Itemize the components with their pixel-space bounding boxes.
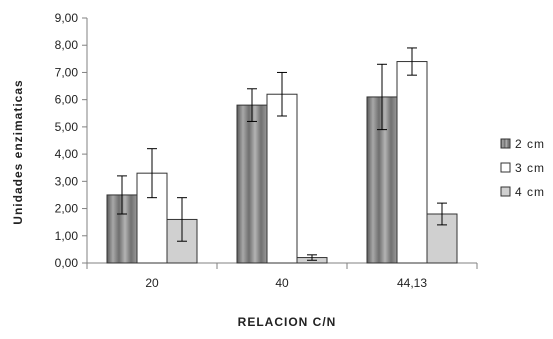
legend-label: 3 cm [515, 161, 545, 175]
legend-swatch [500, 186, 511, 197]
bar [236, 104, 268, 264]
y-tick-label: 4,00 [55, 147, 79, 161]
y-tick-label: 2,00 [55, 202, 79, 216]
x-tick-label: 20 [145, 276, 159, 290]
legend-label: 4 cm [515, 185, 545, 199]
y-tick-label: 8,00 [55, 38, 79, 52]
x-axis-title: RELACION C/N [238, 315, 337, 329]
bar [396, 61, 428, 264]
y-tick-label: 0,00 [55, 256, 79, 270]
plot-area: 0,00 1,00 2,00 3,00 4,00 5,00 6,00 7,00 8,00 9,00… [55, 11, 478, 290]
y-tick-label: 7,00 [55, 65, 79, 79]
y-tick-label: 6,00 [55, 93, 79, 107]
legend-label: 2 cm [515, 137, 545, 151]
y-axis-title: Unidades enzimaticas [11, 79, 25, 224]
y-tick-label: 3,00 [55, 174, 79, 188]
legend-swatch [500, 162, 511, 173]
bar [266, 93, 298, 264]
legend: 2 cm 3 cm 4 cm [500, 137, 545, 199]
legend-swatch [500, 138, 511, 149]
y-tick-label: 1,00 [55, 229, 79, 243]
bar [106, 194, 138, 264]
x-tick-label: 40 [275, 276, 289, 290]
y-tick-label: 9,00 [55, 11, 79, 25]
x-tick-label: 44,13 [397, 276, 427, 290]
y-tick-label: 5,00 [55, 120, 79, 134]
